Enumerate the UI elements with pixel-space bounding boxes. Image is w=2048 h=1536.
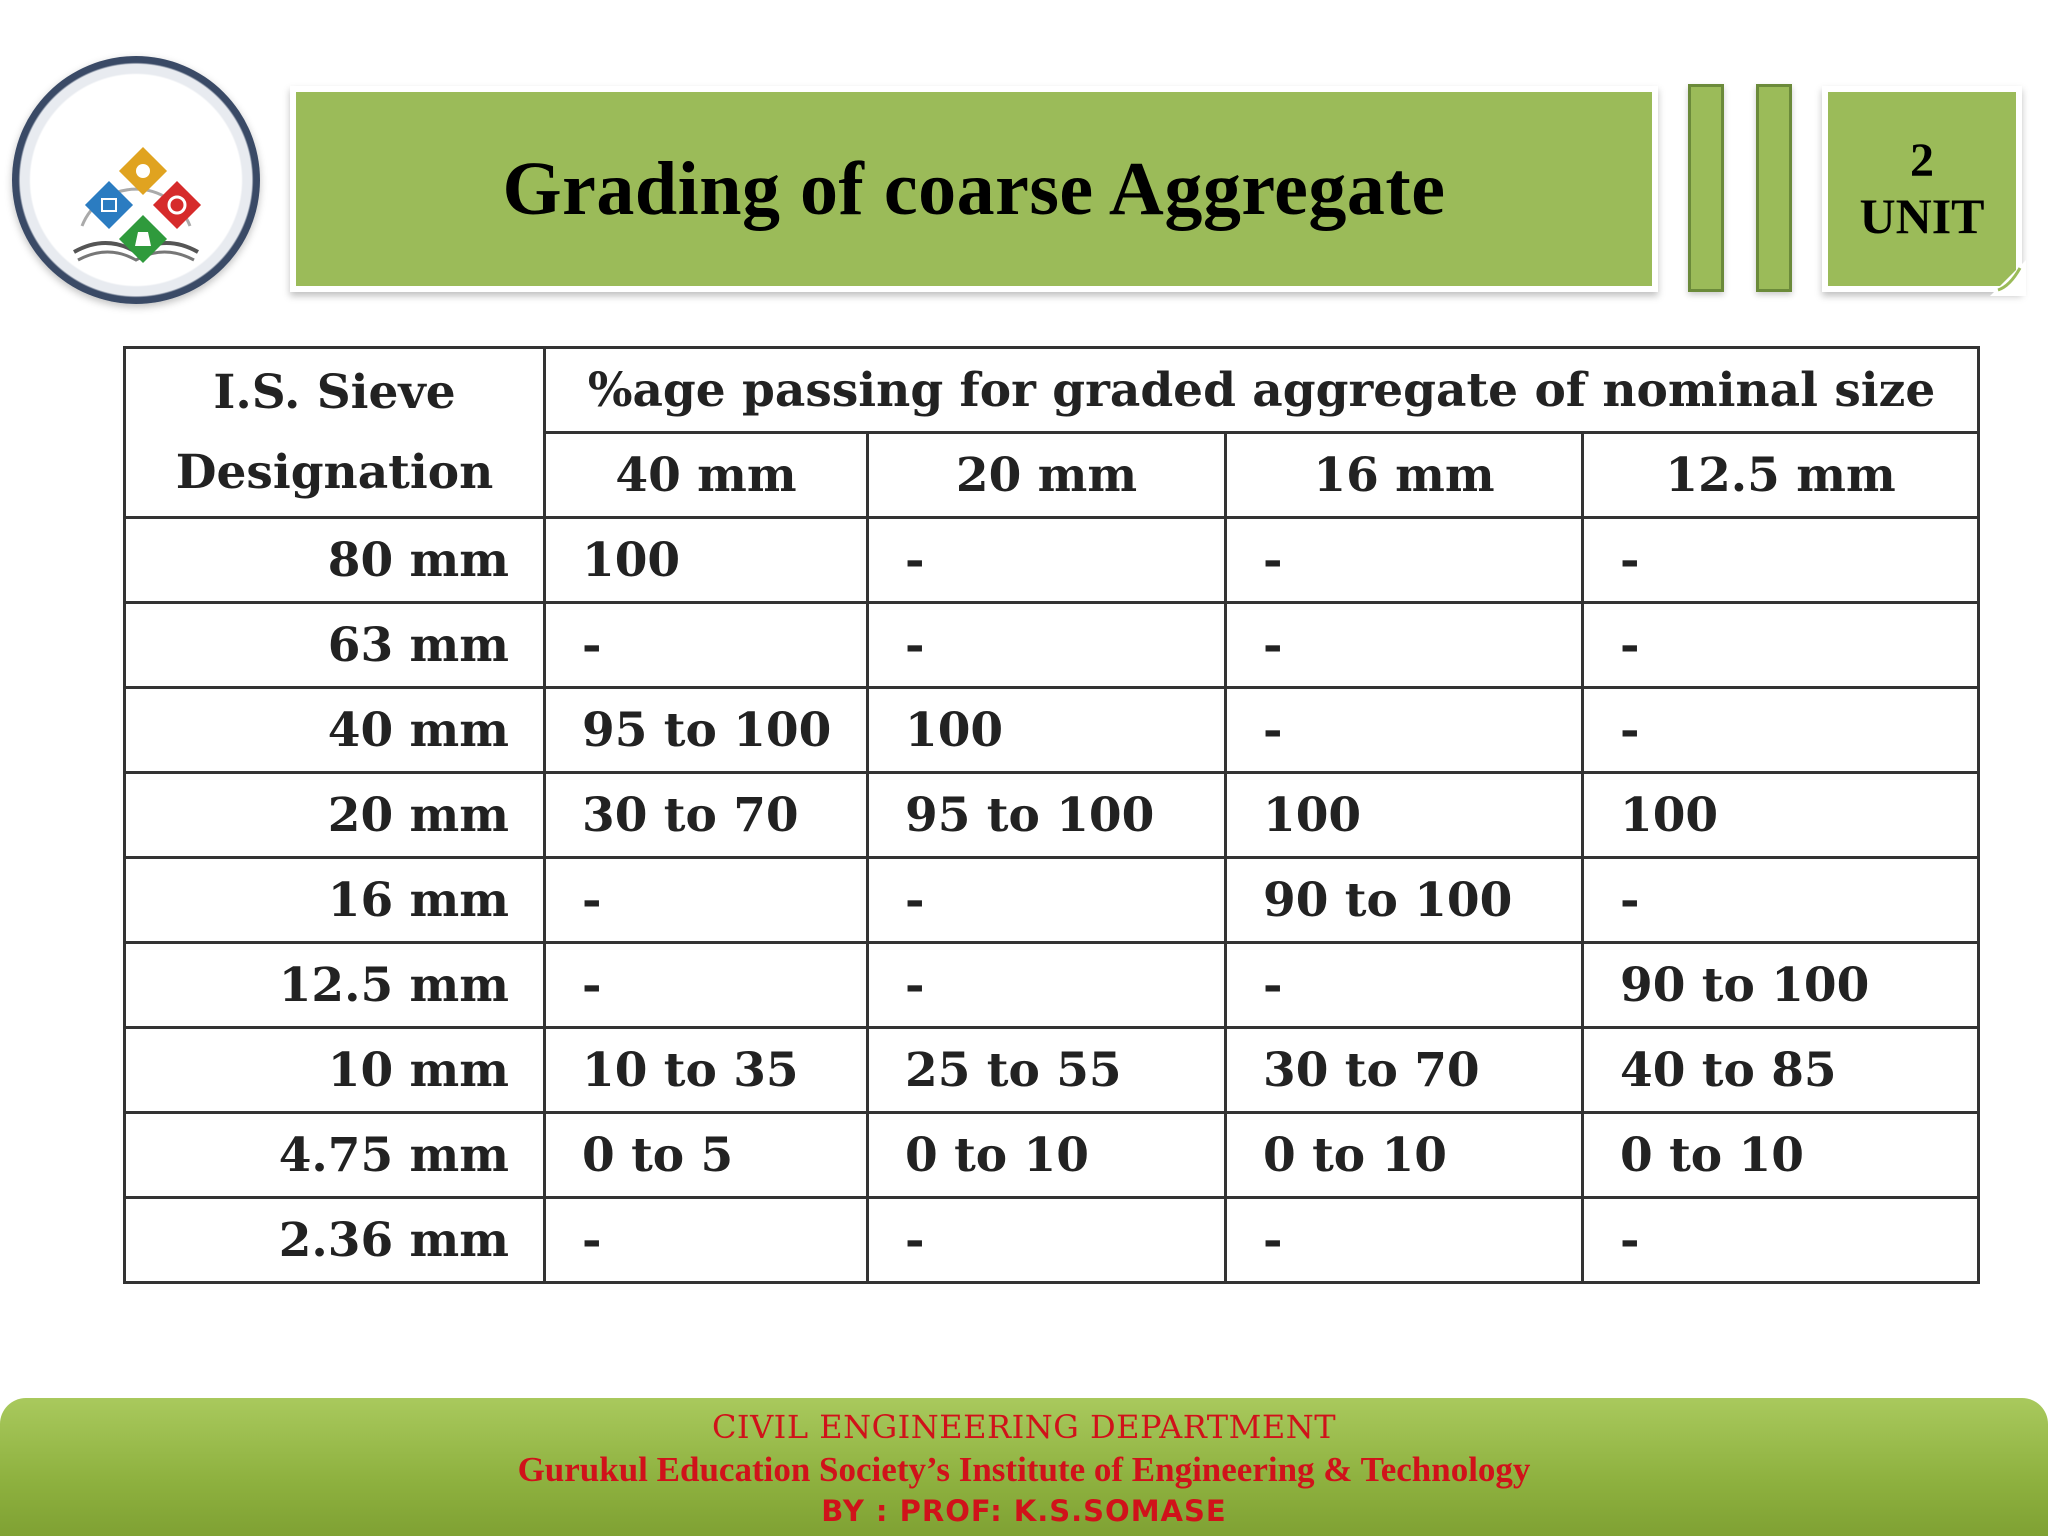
value-cell: - xyxy=(1580,686,1981,774)
column-header: 12.5 mm xyxy=(1580,431,1981,519)
table-row: 10 mm 10 to 35 25 to 55 30 to 70 40 to 8… xyxy=(123,1026,1981,1114)
value-cell: 95 to 100 xyxy=(866,771,1227,859)
value-cell: - xyxy=(866,601,1227,689)
institute-logo xyxy=(12,56,260,304)
value-cell: 95 to 100 xyxy=(543,686,869,774)
value-cell: 100 xyxy=(543,516,869,604)
sieve-cell: 63 mm xyxy=(123,601,546,689)
value-cell: 90 to 100 xyxy=(1224,856,1584,944)
value-cell: 30 to 70 xyxy=(543,771,869,859)
value-cell: 100 xyxy=(1224,771,1584,859)
value-cell: 10 to 35 xyxy=(543,1026,869,1114)
group-header: %age passing for graded aggregate of nom… xyxy=(542,346,1981,434)
value-cell: 0 to 10 xyxy=(866,1111,1227,1199)
sieve-cell: 2.36 mm xyxy=(123,1196,546,1284)
column-header: 40 mm xyxy=(543,431,869,519)
sieve-cell: 20 mm xyxy=(123,771,546,859)
value-cell: - xyxy=(543,601,869,689)
value-cell: 0 to 10 xyxy=(1224,1111,1584,1199)
decorative-bar-left xyxy=(1688,84,1724,292)
value-cell: - xyxy=(866,941,1227,1029)
value-cell: 90 to 100 xyxy=(1580,941,1981,1029)
title-banner: Grading of coarse Aggregate xyxy=(290,86,1658,292)
value-cell: 0 to 5 xyxy=(543,1111,869,1199)
sieve-cell: 80 mm xyxy=(123,516,546,604)
table-row: 4.75 mm 0 to 5 0 to 10 0 to 10 0 to 10 xyxy=(123,1111,1981,1199)
unit-number: 2 xyxy=(1910,134,1934,188)
value-cell: - xyxy=(866,856,1227,944)
value-cell: - xyxy=(1224,601,1584,689)
value-cell: 30 to 70 xyxy=(1224,1026,1584,1114)
table-row: 40 mm 95 to 100 100 - - xyxy=(123,686,1981,774)
sieve-header-line1: I.S. Sieve xyxy=(213,364,456,420)
footer-banner: CIVIL ENGINEERING DEPARTMENT Gurukul Edu… xyxy=(0,1398,2048,1536)
value-cell: - xyxy=(543,1196,869,1284)
table-row: 20 mm 30 to 70 95 to 100 100 100 xyxy=(123,771,1981,859)
value-cell: 100 xyxy=(1580,771,1981,859)
value-cell: - xyxy=(1224,516,1584,604)
sieve-cell: 10 mm xyxy=(123,1026,546,1114)
page-title: Grading of coarse Aggregate xyxy=(502,146,1446,231)
value-cell: - xyxy=(543,856,869,944)
table-row: 16 mm - - 90 to 100 - xyxy=(123,856,1981,944)
decorative-bar-right xyxy=(1756,84,1792,292)
unit-badge: 2 UNIT xyxy=(1822,86,2026,296)
sieve-cell: 40 mm xyxy=(123,686,546,774)
page-curl-icon xyxy=(1990,260,2026,296)
value-cell: - xyxy=(1580,601,1981,689)
value-cell: - xyxy=(1224,686,1584,774)
sieve-header-line2: Designation xyxy=(175,444,494,500)
value-cell: - xyxy=(1580,1196,1981,1284)
value-cell: 25 to 55 xyxy=(866,1026,1227,1114)
sieve-header: I.S. Sieve Designation xyxy=(123,346,546,519)
column-header: 16 mm xyxy=(1224,431,1584,519)
unit-label: UNIT xyxy=(1859,187,1985,244)
footer-institute: Gurukul Education Society’s Institute of… xyxy=(517,1450,1531,1489)
table-row: 12.5 mm - - - 90 to 100 xyxy=(123,941,1981,1029)
value-cell: 100 xyxy=(866,686,1227,774)
value-cell: - xyxy=(866,1196,1227,1284)
table-row: 63 mm - - - - xyxy=(123,601,1981,689)
value-cell: - xyxy=(543,941,869,1029)
value-cell: - xyxy=(866,516,1227,604)
table-row: 80 mm 100 - - - xyxy=(123,516,1981,604)
grading-table: I.S. Sieve Designation %age passing for … xyxy=(123,346,1981,1284)
table-row: 2.36 mm - - - - xyxy=(123,1196,1981,1284)
footer-department: CIVIL ENGINEERING DEPARTMENT xyxy=(711,1408,1337,1446)
value-cell: - xyxy=(1224,1196,1584,1284)
value-cell: - xyxy=(1580,856,1981,944)
value-cell: 40 to 85 xyxy=(1580,1026,1981,1114)
sieve-cell: 16 mm xyxy=(123,856,546,944)
sieve-cell: 12.5 mm xyxy=(123,941,546,1029)
value-cell: 0 to 10 xyxy=(1580,1111,1981,1199)
value-cell: - xyxy=(1580,516,1981,604)
value-cell: - xyxy=(1224,941,1584,1029)
footer-byline: BY : PROF: K.S.SOMASE xyxy=(821,1494,1227,1528)
column-header: 20 mm xyxy=(866,431,1227,519)
sieve-cell: 4.75 mm xyxy=(123,1111,546,1199)
